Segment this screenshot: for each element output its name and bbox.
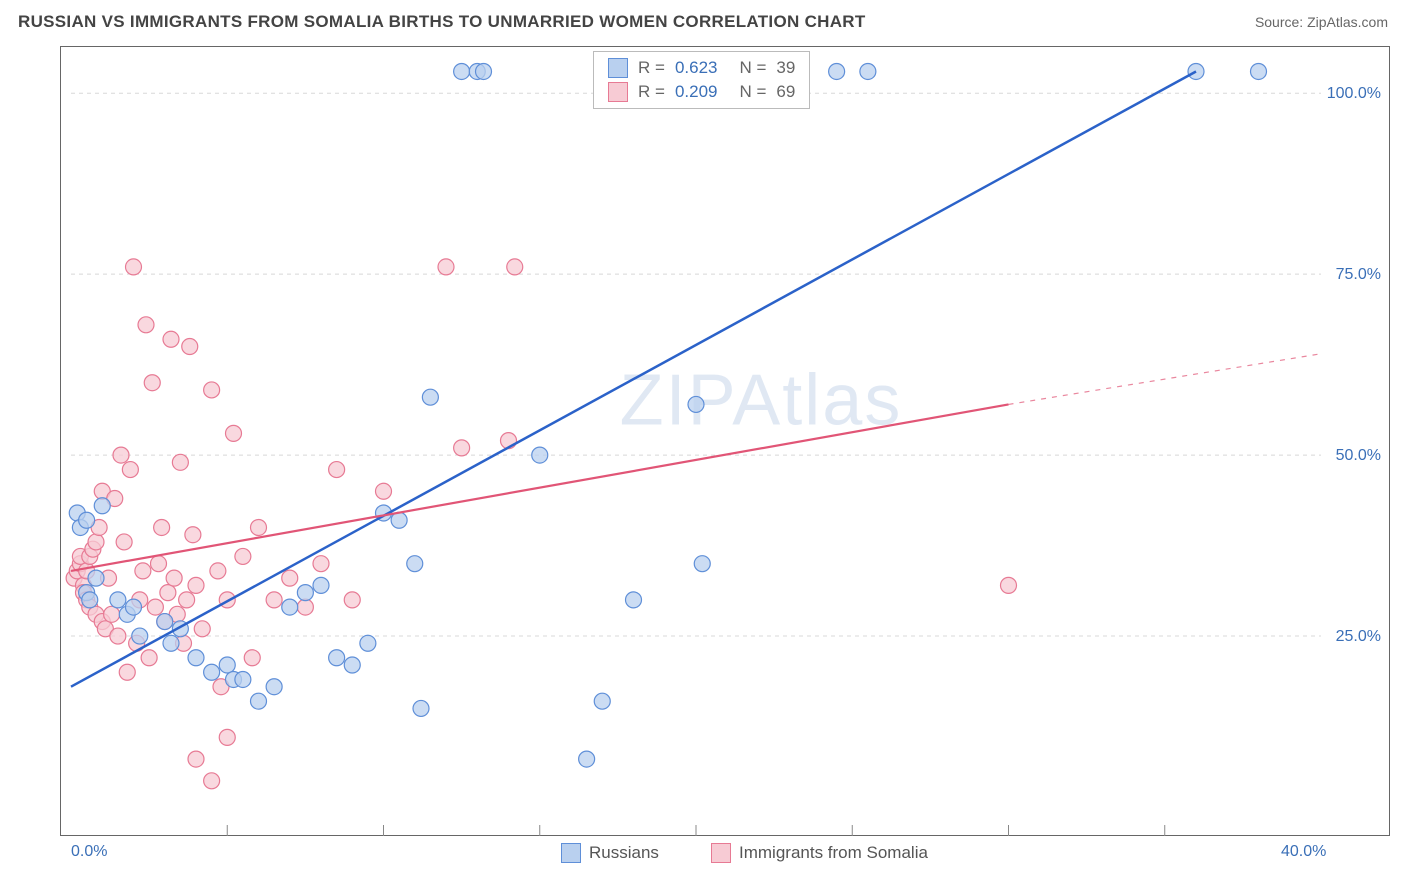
legend-swatch xyxy=(608,82,628,102)
correlation-legend: R = 0.623 N = 39 R = 0.209 N = 69 xyxy=(593,51,810,109)
scatter-plot: 25.0% 50.0% 75.0% 100.0% ZIPAtlas xyxy=(61,47,1391,837)
chart-title: RUSSIAN VS IMMIGRANTS FROM SOMALIA BIRTH… xyxy=(18,12,866,32)
source-label: Source: ZipAtlas.com xyxy=(1255,14,1388,30)
legend-swatch xyxy=(608,58,628,78)
svg-text:50.0%: 50.0% xyxy=(1336,447,1381,464)
legend-row: R = 0.623 N = 39 xyxy=(608,56,795,80)
legend-n-value: 39 xyxy=(776,58,795,78)
legend-r-value: 0.623 xyxy=(675,58,718,78)
legend-swatch xyxy=(711,843,731,863)
legend-row: R = 0.209 N = 69 xyxy=(608,80,795,104)
svg-text:25.0%: 25.0% xyxy=(1336,628,1381,645)
legend-n-value: 69 xyxy=(776,82,795,102)
legend-r-value: 0.209 xyxy=(675,82,718,102)
legend-swatch xyxy=(561,843,581,863)
series-label: Immigrants from Somalia xyxy=(739,843,928,863)
series-label: Russians xyxy=(589,843,659,863)
x-tick-label: 0.0% xyxy=(71,843,107,861)
header: RUSSIAN VS IMMIGRANTS FROM SOMALIA BIRTH… xyxy=(0,0,1406,38)
legend-n-label: N = xyxy=(739,58,766,78)
legend-r-label: R = xyxy=(638,82,665,102)
x-tick-label: 40.0% xyxy=(1281,843,1326,861)
legend-n-label: N = xyxy=(739,82,766,102)
svg-text:ZIPAtlas: ZIPAtlas xyxy=(620,361,903,441)
series-legend-item: Immigrants from Somalia xyxy=(711,843,928,863)
svg-text:100.0%: 100.0% xyxy=(1327,85,1381,102)
legend-r-label: R = xyxy=(638,58,665,78)
svg-text:75.0%: 75.0% xyxy=(1336,266,1381,283)
series-legend-item: Russians xyxy=(561,843,659,863)
chart-area: 25.0%50.0%75.0%100.0%ZIPAtlas 0.0%40.0%R… xyxy=(60,46,1390,836)
